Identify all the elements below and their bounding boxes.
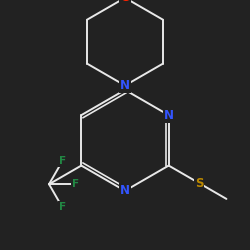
Text: S: S [195, 176, 203, 190]
Text: N: N [120, 184, 130, 197]
Text: O: O [120, 0, 130, 4]
Text: F: F [59, 202, 66, 212]
Text: F: F [72, 179, 79, 189]
Text: N: N [120, 79, 130, 92]
Text: N: N [164, 109, 174, 122]
Text: F: F [59, 156, 66, 166]
